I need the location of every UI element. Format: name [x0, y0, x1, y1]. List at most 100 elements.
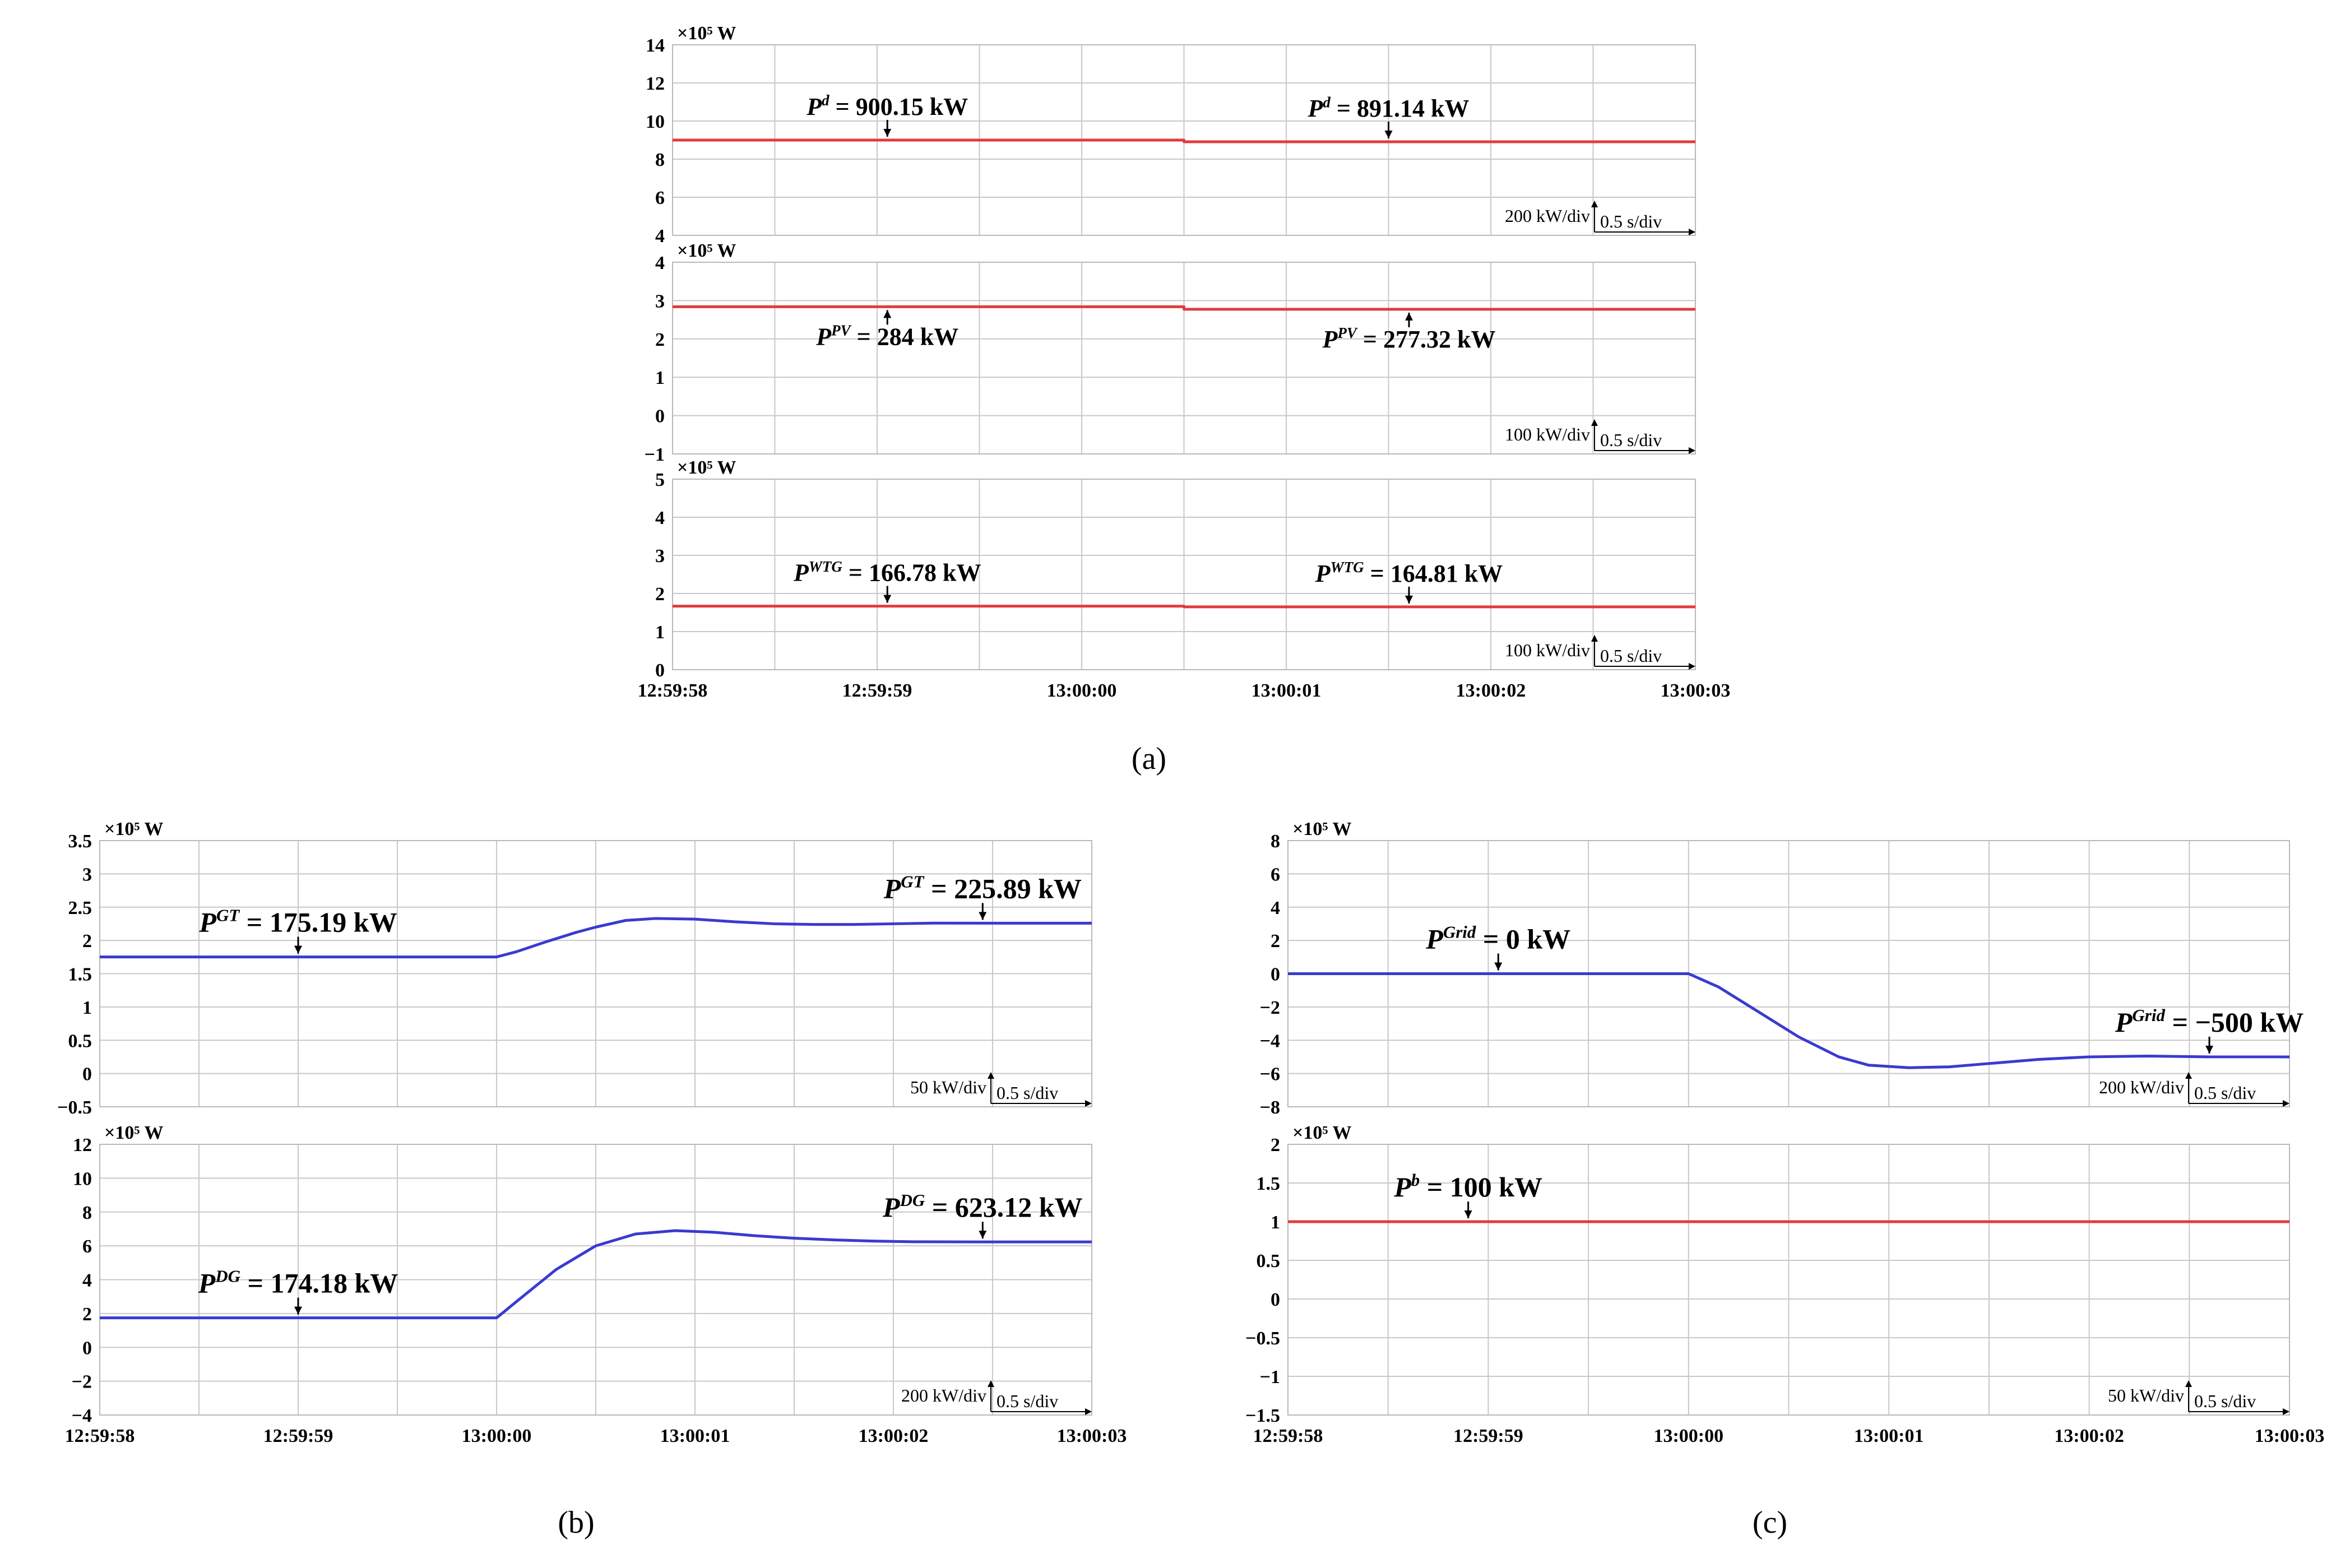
plot-frame [1287, 1144, 2290, 1416]
y-tick-label: 5 [655, 470, 665, 490]
y-tick-label: 2 [655, 584, 665, 605]
y-tick-label: 6 [655, 188, 665, 208]
chart-b1: 3.5 3 2.5 2 1.5 1 0.5 0 −0.5 ×10⁵ W PGT = 175.19 k… [57, 819, 1092, 1118]
y-tick-label: 3 [655, 291, 665, 312]
x-tick-label: 12:59:59 [842, 680, 912, 701]
y-tick-label: 10 [646, 112, 665, 132]
y-tick-label: −0.5 [1245, 1328, 1280, 1349]
y-tick-label: −2 [1260, 998, 1280, 1018]
scale-amplitude-label: 200 kW/div [901, 1385, 986, 1405]
scale-arrowhead-up [988, 1072, 994, 1079]
chart-a1: 14 12 10 8 6 4 ×10⁵ W Pd = 900.15 kW Pd = 891.14… [646, 23, 1696, 247]
scale-amplitude-label: 200 kW/div [2099, 1077, 2184, 1097]
x-tick-label: 13:00:00 [462, 1426, 532, 1446]
y-tick-label: 4 [82, 1270, 92, 1291]
y-tick-label: 1.5 [1257, 1173, 1281, 1194]
scale-arrowhead-up [1591, 201, 1598, 207]
y-tick-label: 0 [1271, 964, 1280, 985]
y-tick-label: −1 [1260, 1367, 1280, 1388]
x-tick-label: 12:59:59 [263, 1426, 333, 1446]
y-tick-label: 8 [655, 150, 665, 170]
y-tick-label: 0.5 [68, 1031, 92, 1051]
y-tick-label: 8 [1271, 831, 1280, 852]
annotation-label: PWTG = 164.81 kW [1315, 559, 1503, 587]
scale-arrowhead-right [1689, 663, 1695, 670]
chart-a2: 4 3 2 1 0 −1 ×10⁵ W PPV = 284 kW PPV = 277.32 kW… [645, 240, 1696, 465]
y-tick-label: 2.5 [68, 898, 92, 918]
plot-frame [99, 1144, 1092, 1416]
series-line-PPV [673, 305, 1695, 311]
annotation-arrowhead [883, 595, 892, 603]
scale-amplitude-label: 200 kW/div [1505, 206, 1590, 226]
y-tick-label: 0 [82, 1064, 92, 1085]
y-tick-label: 1 [1271, 1212, 1280, 1233]
scale-arrowhead-right [2283, 1100, 2289, 1107]
panel-label-c: (c) [1753, 1505, 1787, 1540]
y-tick-label: 2 [1271, 931, 1280, 952]
y-tick-label: −6 [1260, 1064, 1280, 1085]
x-tick-label: 13:00:03 [1057, 1426, 1127, 1446]
y-tick-label: 0.5 [1257, 1251, 1281, 1272]
scale-time-label: 0.5 s/div [996, 1083, 1058, 1103]
scale-amplitude-label: 100 kW/div [1505, 640, 1590, 660]
y-tick-label: 6 [82, 1236, 92, 1257]
y-tick-label: 2 [655, 330, 665, 350]
y-tick-label: 12 [73, 1135, 92, 1156]
y-tick-label: 4 [1271, 898, 1280, 918]
y-tick-label: 1.5 [68, 964, 92, 985]
y-unit-label: ×10⁵ W [677, 240, 736, 261]
series-line-PDG [100, 1229, 1092, 1320]
annotation-arrowhead [979, 912, 987, 920]
annotation-arrowhead [294, 1306, 302, 1315]
scale-arrowhead-right [1085, 1100, 1092, 1107]
annotation-label: PGT = 175.19 kW [198, 906, 397, 938]
y-tick-label: −1 [645, 444, 665, 465]
y-tick-label: −0.5 [57, 1097, 92, 1118]
y-tick-label: 2 [1271, 1135, 1280, 1156]
chart-a3: 5 4 3 2 1 0 ×10⁵ W PWTG = 166.78 kW PWTG = 164.8… [638, 457, 1731, 701]
scale-amplitude-label: 100 kW/div [1505, 424, 1590, 444]
annotation-arrowhead [1405, 595, 1413, 604]
y-tick-label: −4 [72, 1405, 92, 1426]
annotation-label: PWTG = 166.78 kW [793, 558, 981, 587]
y-tick-label: 4 [655, 253, 665, 273]
annotation-arrowhead [1405, 312, 1413, 321]
annotation-arrowhead [883, 310, 892, 318]
y-tick-label: 0 [655, 660, 665, 681]
annotation-label: PDG = 174.18 kW [198, 1267, 398, 1299]
annotation-arrowhead [1494, 962, 1503, 971]
scale-time-label: 0.5 s/div [2194, 1083, 2256, 1103]
x-tick-label: 13:00:00 [1047, 680, 1117, 701]
scale-arrowhead-right [1689, 447, 1695, 454]
scale-time-label: 0.5 s/div [1600, 430, 1662, 450]
y-tick-label: −1.5 [1245, 1405, 1280, 1426]
panel-label-b: (b) [558, 1505, 594, 1540]
annotation-label: Pd = 891.14 kW [1308, 94, 1470, 122]
annotation-arrowhead [1464, 1210, 1472, 1218]
y-unit-label: ×10⁵ W [1292, 819, 1351, 839]
annotation-arrowhead [2205, 1045, 2214, 1054]
y-tick-label: 8 [82, 1203, 92, 1223]
annotation-label: PDG = 623.12 kW [882, 1190, 1083, 1223]
series-line-Pd [673, 138, 1695, 143]
y-tick-label: 1 [655, 622, 665, 643]
y-unit-label: ×10⁵ W [1292, 1122, 1351, 1143]
y-unit-label: ×10⁵ W [104, 1122, 163, 1143]
scale-arrowhead-up [1591, 419, 1598, 426]
y-tick-label: 12 [646, 73, 665, 94]
y-tick-label: 0 [82, 1338, 92, 1358]
scale-time-label: 0.5 s/div [1600, 646, 1662, 666]
x-tick-label: 13:00:02 [1456, 680, 1526, 701]
x-tick-label: 12:59:58 [65, 1426, 135, 1446]
scale-amplitude-label: 50 kW/div [2108, 1385, 2184, 1405]
x-tick-label: 12:59:59 [1453, 1426, 1523, 1446]
y-tick-label: 4 [655, 508, 665, 528]
annotation-arrowhead [1384, 131, 1393, 139]
annotation-label: PGT = 225.89 kW [883, 871, 1082, 904]
plot-frame [672, 479, 1696, 670]
x-tick-label: 13:00:01 [660, 1426, 730, 1446]
y-tick-label: −4 [1260, 1031, 1280, 1051]
panel-label-a: (a) [1132, 741, 1166, 776]
y-tick-label: 6 [1271, 864, 1280, 885]
